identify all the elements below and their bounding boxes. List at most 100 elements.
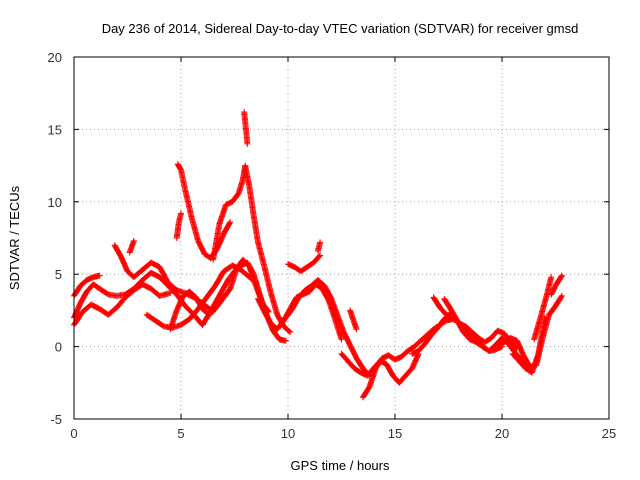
data-point xyxy=(113,295,128,311)
data-point xyxy=(338,336,345,343)
data-point xyxy=(548,283,558,298)
data-point xyxy=(469,329,481,341)
x-tick-label: 0 xyxy=(70,426,77,441)
data-point xyxy=(282,306,295,321)
data-point xyxy=(178,316,192,328)
data-point xyxy=(353,326,360,333)
y-tick-label: -5 xyxy=(50,412,62,427)
data-point xyxy=(139,281,153,292)
data-point xyxy=(295,288,308,301)
data-point xyxy=(165,279,179,293)
data-point xyxy=(178,166,189,192)
series-arc-11 xyxy=(241,109,251,147)
data-point xyxy=(481,335,494,346)
data-point xyxy=(513,337,526,358)
data-point xyxy=(460,329,473,342)
series-arc-16 xyxy=(282,276,373,379)
data-point xyxy=(558,292,565,299)
data-point xyxy=(235,176,246,197)
data-point xyxy=(261,263,274,295)
data-point xyxy=(267,290,280,317)
data-point xyxy=(255,239,268,269)
x-tick-label: 15 xyxy=(388,426,402,441)
data-point xyxy=(486,342,498,354)
data-point xyxy=(216,202,229,227)
data-point xyxy=(334,311,347,334)
data-point xyxy=(77,289,90,307)
data-point xyxy=(447,305,460,323)
chart-title: Day 236 of 2014, Sidereal Day-to-day VTE… xyxy=(102,21,579,36)
data-point xyxy=(148,269,162,280)
data-point xyxy=(178,210,184,217)
data-point xyxy=(167,308,180,333)
x-tick-label: 25 xyxy=(602,426,616,441)
data-point xyxy=(558,272,565,279)
data-point xyxy=(516,358,528,371)
data-point xyxy=(287,329,294,336)
data-point xyxy=(231,263,244,275)
data-point xyxy=(229,191,242,205)
data-point xyxy=(77,277,89,289)
data-point xyxy=(282,337,289,344)
y-axis-label: SDTVAR / TECUs xyxy=(7,185,22,290)
x-tick-label: 10 xyxy=(281,426,295,441)
data-point xyxy=(182,187,195,220)
data-point xyxy=(520,352,533,369)
data-point xyxy=(415,341,428,354)
data-point xyxy=(434,317,447,331)
data-point xyxy=(314,276,327,288)
data-point xyxy=(317,252,324,259)
data-point xyxy=(421,332,434,347)
data-point xyxy=(430,294,443,310)
data-point xyxy=(250,213,261,245)
series-arc-15 xyxy=(314,239,324,255)
data-point xyxy=(261,308,274,326)
data-point xyxy=(409,351,422,372)
data-point xyxy=(111,242,124,259)
series-arc-22 xyxy=(441,295,535,372)
data-point xyxy=(332,316,345,342)
data-point xyxy=(237,266,252,280)
data-point xyxy=(359,385,372,401)
data-point xyxy=(552,273,565,289)
data-point xyxy=(528,352,541,376)
data-point xyxy=(148,259,162,270)
series-arc-2 xyxy=(71,281,174,328)
data-point xyxy=(274,318,287,333)
data-point xyxy=(462,323,475,335)
data-point xyxy=(192,294,205,311)
data-point xyxy=(195,237,208,256)
series-arc-25 xyxy=(531,274,555,343)
series-arc-14 xyxy=(285,252,324,275)
data-point xyxy=(509,350,522,364)
data-point xyxy=(417,332,430,344)
data-point xyxy=(321,282,334,300)
data-point xyxy=(205,301,218,318)
data-point xyxy=(428,325,440,339)
data-point xyxy=(505,340,518,355)
data-point xyxy=(317,239,324,246)
data-point xyxy=(441,295,453,311)
data-point xyxy=(344,358,357,371)
data-point xyxy=(327,294,340,317)
data-point xyxy=(96,272,103,279)
grid xyxy=(74,57,609,419)
data-point xyxy=(473,339,485,349)
data-point xyxy=(436,304,449,317)
data-point xyxy=(212,269,227,289)
data-point xyxy=(494,339,507,350)
data-point xyxy=(338,350,351,364)
data-point xyxy=(280,323,293,335)
series-arc-24 xyxy=(509,314,548,376)
data-point xyxy=(212,289,225,307)
data-point xyxy=(319,285,332,303)
data-point xyxy=(130,237,137,244)
data-point xyxy=(404,344,417,354)
data-point xyxy=(270,327,282,342)
data-point xyxy=(552,293,565,310)
data-point xyxy=(548,274,555,281)
data-point xyxy=(122,287,136,301)
data-point xyxy=(531,315,544,343)
series-arc-3 xyxy=(71,272,103,299)
data-point xyxy=(372,356,385,372)
